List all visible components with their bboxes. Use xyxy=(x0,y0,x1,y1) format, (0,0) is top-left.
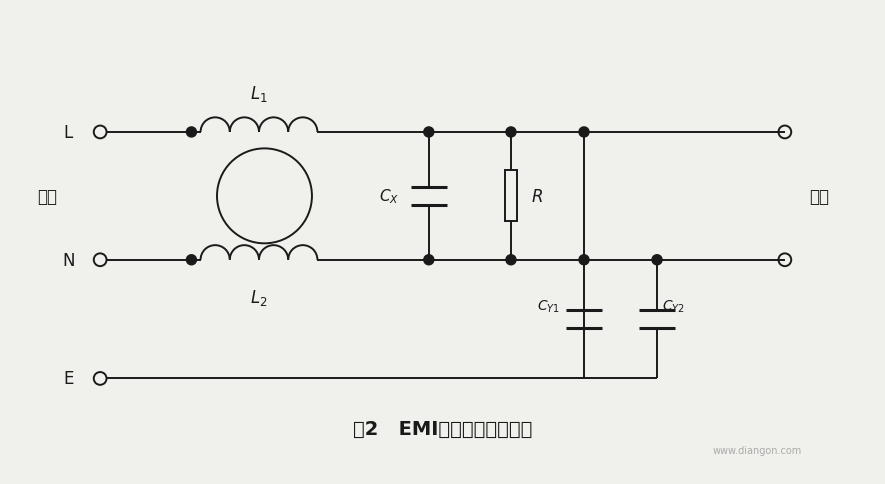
Circle shape xyxy=(187,128,196,137)
Text: N: N xyxy=(62,251,74,269)
Text: L: L xyxy=(64,124,73,142)
Text: $L_1$: $L_1$ xyxy=(250,84,268,104)
Text: 图2   EMI电源滤波网络结构: 图2 EMI电源滤波网络结构 xyxy=(353,419,532,438)
Text: $C_X$: $C_X$ xyxy=(380,187,400,206)
Text: 负载: 负载 xyxy=(810,187,829,205)
Text: $C_{Y2}$: $C_{Y2}$ xyxy=(662,298,684,314)
Circle shape xyxy=(579,255,589,265)
Circle shape xyxy=(506,128,516,137)
Circle shape xyxy=(579,128,589,137)
Circle shape xyxy=(424,255,434,265)
Text: $L_2$: $L_2$ xyxy=(250,287,268,307)
Text: E: E xyxy=(63,370,73,388)
Text: $C_{Y1}$: $C_{Y1}$ xyxy=(537,298,560,314)
Circle shape xyxy=(424,128,434,137)
Text: $R$: $R$ xyxy=(531,187,543,205)
Text: www.diangon.com: www.diangon.com xyxy=(712,445,802,454)
Circle shape xyxy=(187,255,196,265)
Circle shape xyxy=(506,255,516,265)
Text: 电源: 电源 xyxy=(37,187,58,205)
Bar xyxy=(504,171,518,222)
Circle shape xyxy=(652,255,662,265)
